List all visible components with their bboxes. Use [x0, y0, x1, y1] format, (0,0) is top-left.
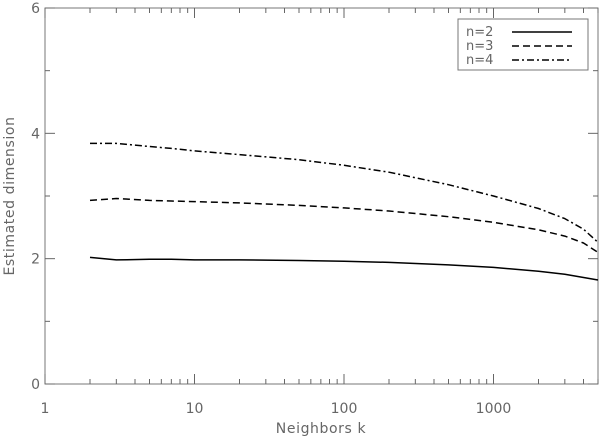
series-line-1	[89, 256, 599, 281]
series-layer	[89, 142, 599, 281]
legend-items: n=2n=3n=4	[466, 25, 572, 68]
x-tick-label: 1	[41, 401, 50, 417]
legend-label: n=4	[466, 53, 493, 68]
series-line-2	[89, 197, 599, 254]
y-tick-label: 6	[31, 1, 40, 17]
y-tick-label: 2	[31, 252, 40, 268]
series-line-3	[90, 142, 599, 243]
legend-box	[457, 18, 589, 71]
legend: n=2n=3n=4	[457, 18, 589, 71]
ticks-layer: 1 10 100 1000 0 2 4 6	[31, 1, 599, 417]
legend-label: n=2	[466, 25, 493, 40]
y-tick-label: 4	[31, 126, 40, 142]
x-tick-label: 1000	[476, 401, 512, 417]
legend-label: n=3	[466, 39, 493, 54]
x-axis-title: Neighbors k	[276, 421, 367, 437]
y-axis-title: Estimated dimension	[2, 116, 18, 275]
y-tick-label: 0	[31, 377, 40, 393]
x-tick-label: 100	[331, 401, 358, 417]
x-tick-label: 10	[186, 401, 204, 417]
